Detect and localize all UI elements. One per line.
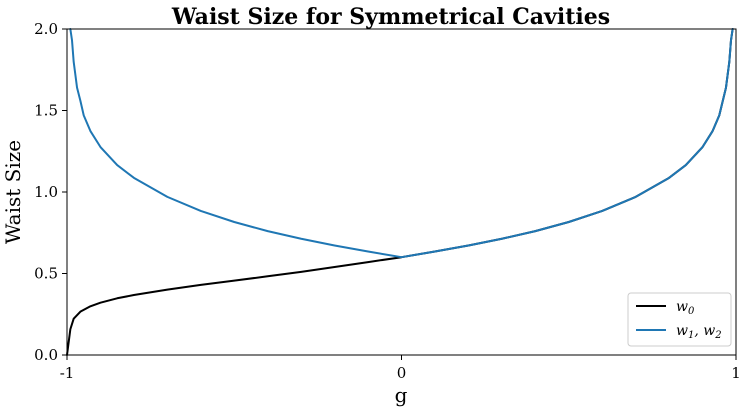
y-axis-ticks: 0.0 0.5 1.0 1.5 2.0 (34, 20, 67, 364)
legend-label-0: w0 (676, 299, 695, 317)
y-tick-label: 0.5 (34, 265, 58, 283)
plot-curves (66, 28, 734, 356)
x-axis-label: g (395, 383, 408, 407)
y-tick-label: 1.5 (34, 102, 58, 120)
y-tick-label: 2.0 (34, 20, 58, 38)
x-axis-ticks: -1 0 1 (60, 355, 741, 382)
chart-title: Waist Size for Symmetrical Cavities (171, 4, 610, 30)
legend-label-1: w1, w2 (676, 323, 722, 341)
x-tick-label: -1 (60, 364, 75, 382)
x-tick-label: 0 (397, 364, 407, 382)
x-tick-label: 1 (731, 364, 741, 382)
series-line-1 (69, 28, 734, 259)
y-axis-label: Waist Size (1, 140, 25, 244)
y-tick-label: 1.0 (34, 183, 58, 201)
y-tick-label: 0.0 (34, 346, 58, 364)
legend: w0 w1, w2 (627, 292, 732, 347)
